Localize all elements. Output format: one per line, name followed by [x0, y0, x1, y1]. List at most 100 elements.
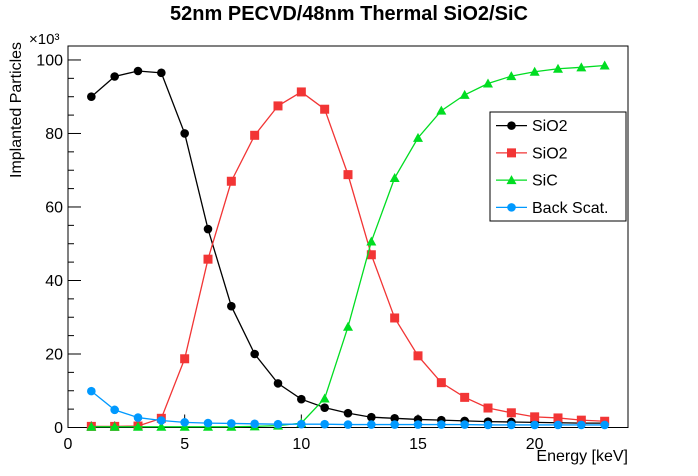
data-marker-circle [87, 92, 96, 102]
data-marker-square [483, 403, 493, 413]
data-marker-circle [320, 419, 329, 429]
x-tick-label: 0 [64, 436, 73, 453]
data-marker-circle [203, 418, 213, 428]
data-marker-circle [180, 129, 189, 138]
legend-box [489, 111, 627, 222]
data-marker-square [226, 176, 236, 186]
data-marker-circle [180, 418, 189, 427]
legend-label: Back Scat. [532, 200, 608, 217]
data-marker-triangle [506, 175, 517, 185]
y-tick-label: 80 [45, 126, 63, 143]
y-axis-multiplier: ×10³ [29, 31, 59, 48]
data-marker-circle [507, 203, 516, 212]
data-marker-circle [343, 408, 353, 418]
data-marker-triangle [343, 321, 353, 331]
data-marker-square [507, 148, 516, 158]
data-marker-circle [133, 413, 143, 422]
data-marker-triangle [529, 66, 540, 76]
plot-title: 52nm PECVD/48nm Thermal SiO2/SiC [170, 3, 528, 25]
data-marker-triangle [109, 421, 120, 431]
legend-entry-back-scat-: Back Scat. [496, 200, 608, 217]
data-marker-circle [297, 394, 306, 404]
data-marker-circle [110, 405, 119, 415]
data-marker-square [180, 354, 190, 364]
data-marker-circle [227, 419, 236, 428]
y-axis-title: Implanted Particles [8, 42, 25, 178]
data-marker-square [366, 250, 376, 260]
data-marker-triangle [389, 172, 400, 182]
legend-label: SiC [532, 173, 558, 190]
series-2-sic [86, 60, 610, 431]
data-marker-triangle [133, 421, 143, 431]
data-marker-triangle [483, 78, 493, 88]
data-marker-square [273, 101, 283, 111]
legend: SiO2 SiO2 SiC Back Scat. [489, 111, 627, 222]
series-3-back-scat- [87, 386, 609, 430]
data-marker-square [436, 378, 446, 388]
legend-label: SiO2 [532, 145, 568, 162]
data-marker-square [320, 104, 330, 114]
data-marker-circle [507, 121, 516, 130]
data-marker-circle [483, 420, 493, 430]
legend-entry-sic: SiC [496, 173, 558, 190]
data-marker-circle [553, 420, 563, 430]
data-marker-circle [343, 420, 353, 429]
data-marker-triangle [366, 236, 377, 246]
data-marker-circle [273, 419, 283, 429]
data-marker-triangle [553, 63, 563, 73]
data-marker-circle [390, 420, 399, 429]
legend-label: SiO2 [532, 118, 568, 135]
data-marker-triangle [459, 89, 470, 99]
data-marker-circle [157, 68, 166, 78]
y-tick-label: 20 [45, 346, 63, 363]
data-marker-triangle [156, 421, 167, 431]
data-marker-circle [273, 379, 283, 388]
data-marker-circle [320, 403, 329, 412]
data-marker-square [530, 412, 540, 422]
data-marker-square [576, 415, 586, 425]
data-marker-circle [250, 349, 259, 359]
legend-entry-sio2: SiO2 [496, 118, 568, 135]
data-marker-circle [437, 420, 446, 429]
data-marker-circle [250, 419, 259, 429]
data-marker-circle [157, 416, 166, 425]
data-marker-circle [530, 420, 539, 430]
x-tick-label: 20 [526, 436, 544, 453]
x-tick-label: 15 [409, 436, 427, 453]
data-marker-circle [390, 414, 399, 423]
data-marker-circle [577, 420, 586, 430]
data-marker-square [296, 87, 306, 97]
data-marker-circle [203, 224, 213, 234]
y-tick-label: 100 [36, 52, 63, 69]
data-marker-square [390, 313, 400, 323]
data-marker-triangle [436, 105, 447, 115]
y-tick-label: 60 [45, 199, 63, 216]
data-marker-circle [297, 419, 306, 429]
data-marker-circle [110, 72, 119, 81]
data-marker-circle [367, 412, 376, 422]
y-tick-label: 40 [45, 273, 63, 290]
data-marker-triangle [86, 421, 97, 431]
data-marker-circle [367, 420, 376, 429]
data-marker-square [413, 351, 423, 361]
data-marker-triangle [576, 62, 587, 72]
data-marker-triangle [413, 132, 423, 142]
data-marker-circle [507, 420, 516, 430]
data-marker-triangle [506, 71, 517, 81]
series-line [90, 390, 605, 426]
frame-rect [67, 45, 629, 428]
data-marker-triangle [599, 60, 610, 70]
data-marker-circle [460, 420, 469, 429]
data-marker-square [250, 130, 260, 140]
data-marker-square [506, 408, 516, 418]
data-marker-square [460, 392, 470, 402]
data-marker-circle [133, 66, 143, 76]
legend-entry-sio2: SiO2 [496, 145, 568, 162]
data-marker-triangle [319, 393, 330, 403]
plot-frame [67, 45, 629, 428]
data-marker-circle [227, 301, 236, 311]
data-series [86, 60, 610, 431]
data-marker-square [553, 413, 563, 423]
